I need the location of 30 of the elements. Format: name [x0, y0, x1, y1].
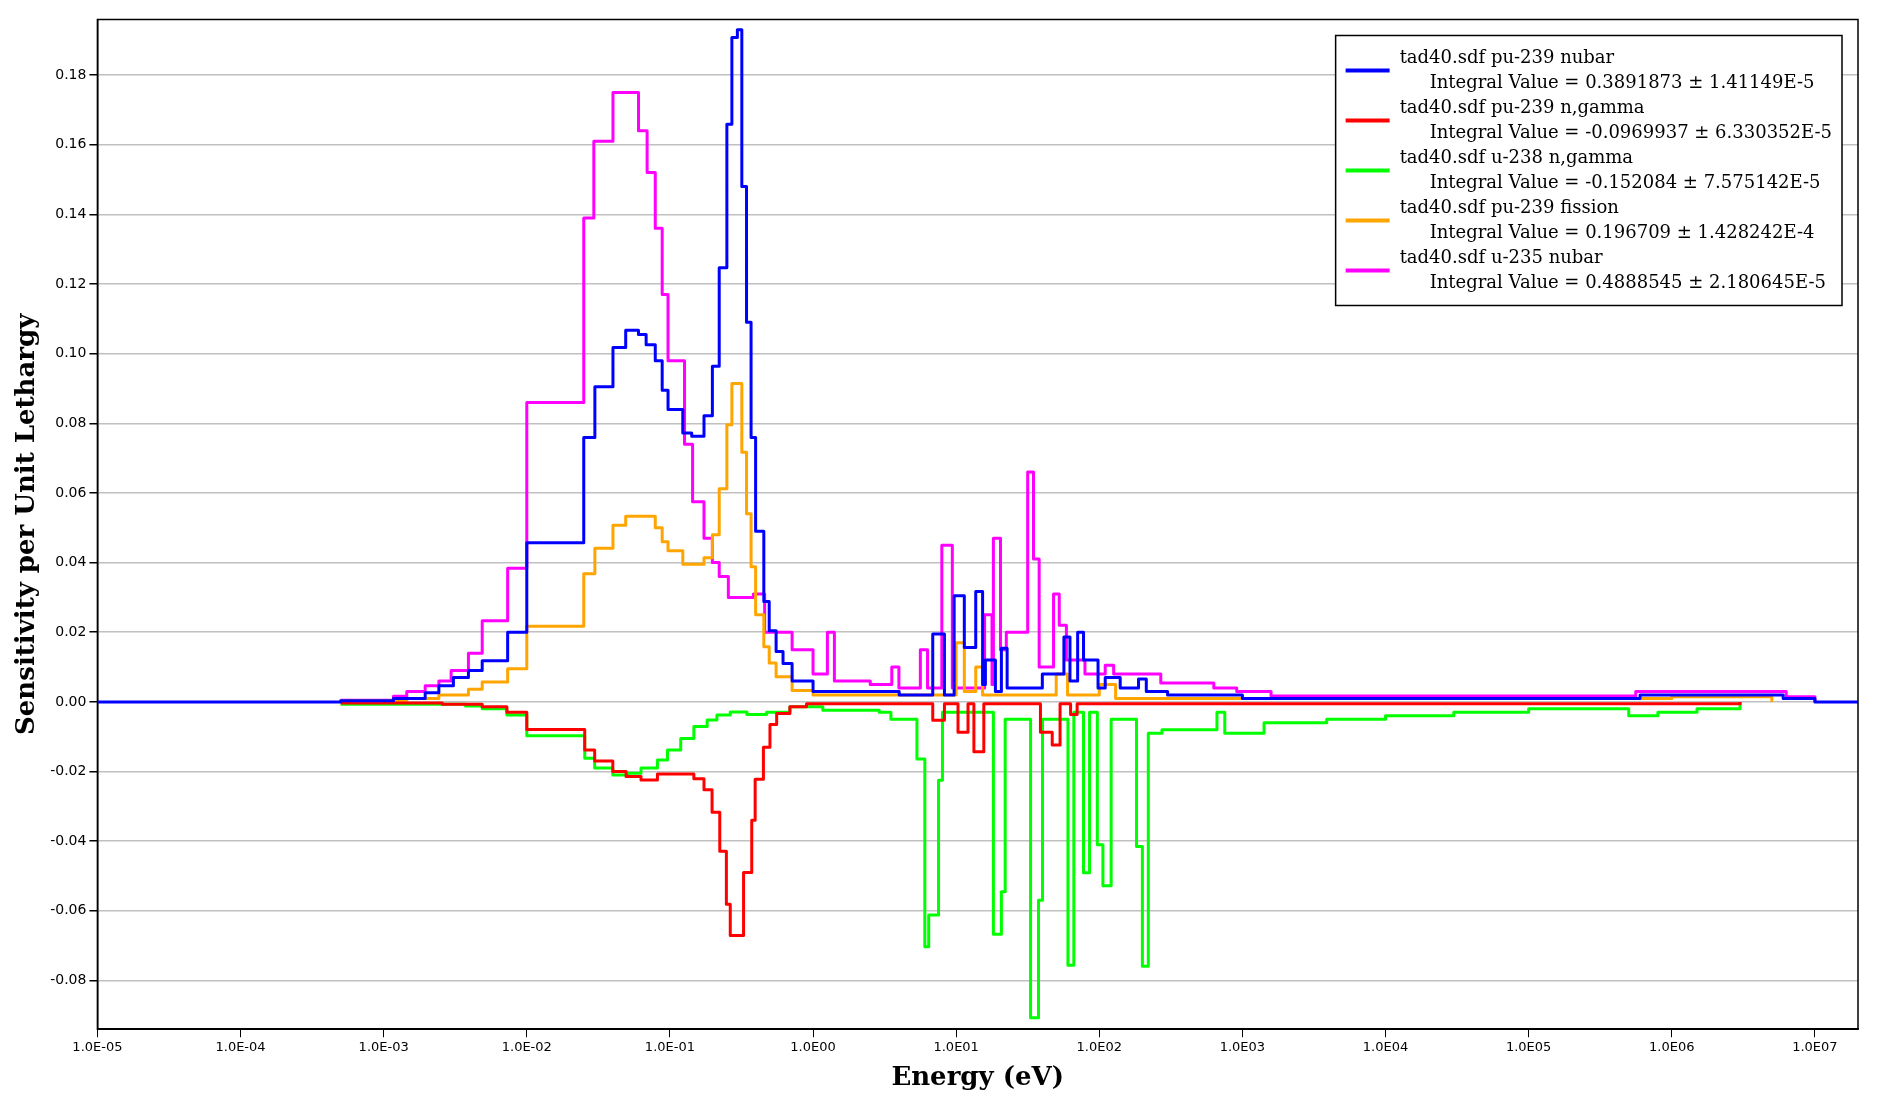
y-tick-label: -0.08 [50, 971, 87, 988]
x-tick-label: 1.0E05 [1505, 1039, 1552, 1055]
x-tick-label: 1.0E06 [1649, 1039, 1695, 1055]
y-tick-label: 0.08 [55, 413, 87, 430]
y-tick-label: 0.04 [55, 553, 87, 570]
y-tick-label: 0.14 [55, 205, 87, 222]
x-tick-label: 1.0E03 [1219, 1039, 1266, 1055]
y-tick-label: -0.02 [50, 762, 87, 779]
y-tick-label: 0.00 [55, 692, 87, 709]
x-tick-label: 1.0E-03 [358, 1039, 409, 1055]
x-tick-label: 1.0E00 [790, 1039, 836, 1055]
x-tick-label: 1.0E04 [1362, 1039, 1409, 1055]
x-tick-label: 1.0E-05 [72, 1039, 123, 1055]
x-axis-title: Energy (eV) [891, 1061, 1065, 1092]
y-tick-label: 0.12 [55, 274, 87, 291]
y-tick-label: -0.06 [50, 901, 87, 918]
y-tick-label: 0.18 [55, 65, 87, 82]
y-tick-label: -0.04 [50, 831, 87, 848]
y-axis-title: Sensitivity per Unit Lethargy [10, 312, 41, 735]
x-tick-label: 1.0E02 [1076, 1039, 1123, 1055]
x-tick-label: 1.0E-01 [644, 1039, 695, 1055]
legend-label: tad40.sdf u-235 nubar Integral Value = 0.4888545 ± 2.180645E-5 [1399, 245, 1826, 292]
x-tick-label: 1.0E01 [933, 1039, 979, 1055]
x-tick-label: 1.0E-04 [215, 1039, 266, 1055]
y-tick-label: 0.10 [55, 344, 87, 361]
y-tick-label: 0.16 [55, 135, 87, 152]
y-tick-label: 0.06 [55, 483, 87, 500]
y-tick-label: 0.02 [55, 622, 87, 639]
x-tick-label: 1.0E-02 [501, 1039, 552, 1055]
x-tick-label: 1.0E07 [1792, 1039, 1838, 1055]
